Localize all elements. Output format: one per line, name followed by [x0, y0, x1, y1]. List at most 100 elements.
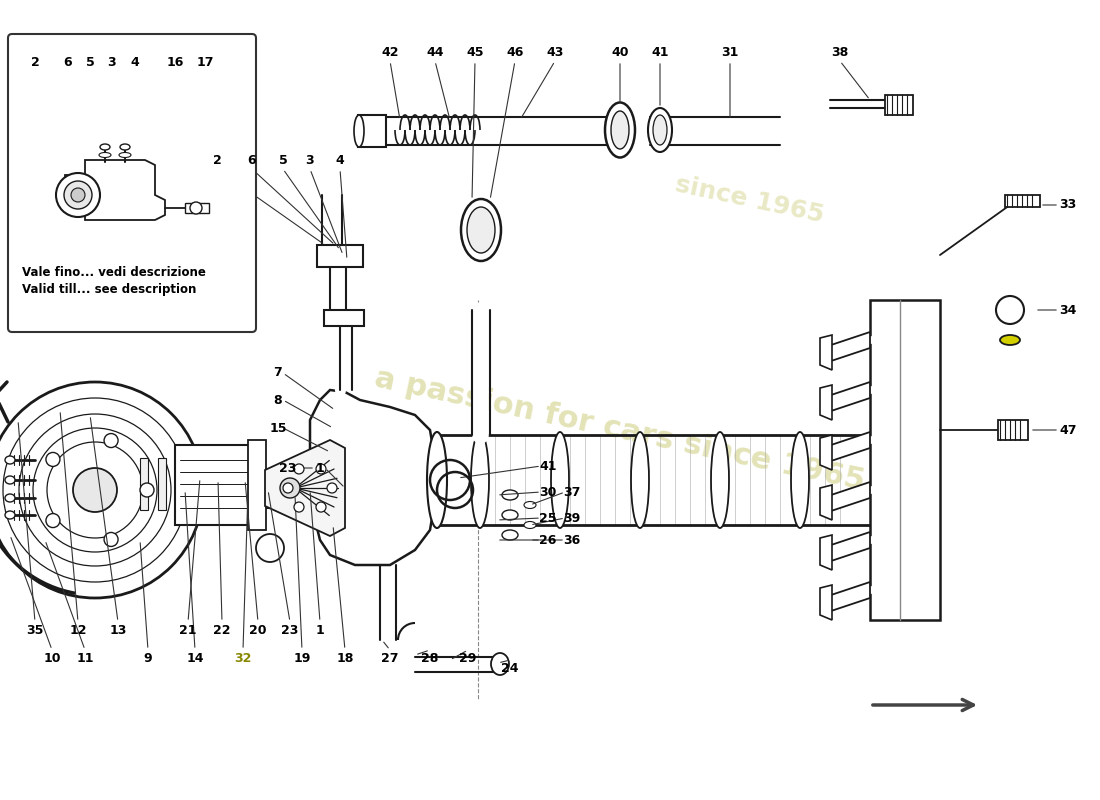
Text: 34: 34 [1059, 303, 1077, 317]
Polygon shape [265, 440, 345, 536]
Bar [998, 420, 1028, 440]
Polygon shape [820, 335, 832, 370]
Text: 5: 5 [278, 154, 287, 166]
Polygon shape [65, 175, 150, 185]
Ellipse shape [631, 432, 649, 528]
Circle shape [56, 173, 100, 217]
Text: 28: 28 [421, 651, 439, 665]
Ellipse shape [524, 522, 536, 529]
Text: 39: 39 [563, 511, 581, 525]
Circle shape [316, 464, 326, 474]
Text: 8: 8 [274, 394, 283, 406]
Text: 23: 23 [279, 462, 297, 474]
Text: 18: 18 [337, 651, 354, 665]
Ellipse shape [100, 144, 110, 150]
Polygon shape [828, 582, 870, 612]
Ellipse shape [502, 530, 518, 540]
Ellipse shape [1000, 335, 1020, 345]
Text: 33: 33 [1059, 198, 1077, 211]
Polygon shape [310, 390, 435, 565]
Bar [140, 458, 148, 510]
Text: 22: 22 [213, 623, 231, 637]
Text: 42: 42 [382, 46, 398, 58]
Text: 26: 26 [539, 534, 557, 546]
Text: 14: 14 [186, 651, 204, 665]
Text: 32: 32 [234, 651, 252, 665]
Text: 5: 5 [86, 55, 95, 69]
Bar [886, 95, 913, 115]
Ellipse shape [427, 432, 447, 528]
Text: 27: 27 [382, 651, 398, 665]
Ellipse shape [461, 199, 500, 261]
Polygon shape [828, 482, 870, 512]
Bar [175, 458, 183, 510]
Ellipse shape [468, 207, 495, 253]
Ellipse shape [119, 153, 131, 158]
Polygon shape [820, 585, 832, 620]
Text: 30: 30 [539, 486, 557, 498]
Text: since 1965: since 1965 [673, 173, 826, 227]
Ellipse shape [610, 111, 629, 149]
Text: a passion for cars since 1965: a passion for cars since 1965 [372, 364, 868, 496]
Circle shape [256, 534, 284, 562]
Ellipse shape [471, 432, 490, 528]
Text: 13: 13 [109, 623, 126, 637]
FancyBboxPatch shape [8, 34, 256, 332]
Text: 20: 20 [250, 623, 266, 637]
Text: 36: 36 [563, 534, 581, 546]
Circle shape [46, 514, 59, 527]
Circle shape [316, 502, 326, 512]
Bar [324, 310, 364, 326]
Ellipse shape [354, 115, 364, 147]
Text: Vale fino... vedi descrizione: Vale fino... vedi descrizione [22, 266, 206, 278]
Text: 6: 6 [64, 55, 73, 69]
Polygon shape [820, 435, 832, 470]
Text: 4: 4 [336, 154, 344, 166]
Bar [317, 245, 363, 267]
Ellipse shape [551, 432, 569, 528]
Text: 47: 47 [1059, 423, 1077, 437]
Text: 3: 3 [108, 55, 117, 69]
Ellipse shape [791, 432, 808, 528]
Bar [248, 440, 266, 530]
Text: 2: 2 [212, 154, 221, 166]
Polygon shape [820, 535, 832, 570]
Text: 23: 23 [282, 623, 299, 637]
Ellipse shape [120, 144, 130, 150]
Text: 19: 19 [294, 651, 310, 665]
Circle shape [0, 382, 204, 598]
Ellipse shape [648, 108, 672, 152]
Text: 12: 12 [69, 623, 87, 637]
Text: 7: 7 [274, 366, 283, 379]
Bar [158, 458, 166, 510]
Text: 6: 6 [248, 154, 256, 166]
Polygon shape [828, 432, 870, 462]
Circle shape [190, 202, 202, 214]
Circle shape [327, 483, 337, 493]
Circle shape [72, 188, 85, 202]
Text: 1: 1 [316, 623, 324, 637]
Text: Valid till... see description: Valid till... see description [22, 283, 197, 297]
Text: 44: 44 [427, 46, 443, 58]
Polygon shape [828, 382, 870, 412]
Text: 40: 40 [612, 46, 629, 58]
Circle shape [140, 483, 154, 497]
Bar [1005, 195, 1040, 207]
Text: 4: 4 [131, 55, 140, 69]
Text: 46: 46 [506, 46, 524, 58]
Bar [358, 115, 386, 147]
Ellipse shape [502, 490, 518, 500]
Text: 37: 37 [563, 486, 581, 498]
Text: 16: 16 [166, 55, 184, 69]
Text: 17: 17 [196, 55, 213, 69]
Text: 10: 10 [43, 651, 60, 665]
Ellipse shape [6, 511, 15, 519]
Bar [185, 203, 209, 213]
Text: 41: 41 [651, 46, 669, 58]
Text: 43: 43 [547, 46, 563, 58]
Text: 38: 38 [832, 46, 848, 58]
Ellipse shape [605, 102, 635, 158]
Ellipse shape [524, 502, 536, 509]
Polygon shape [828, 332, 870, 362]
Circle shape [283, 483, 293, 493]
